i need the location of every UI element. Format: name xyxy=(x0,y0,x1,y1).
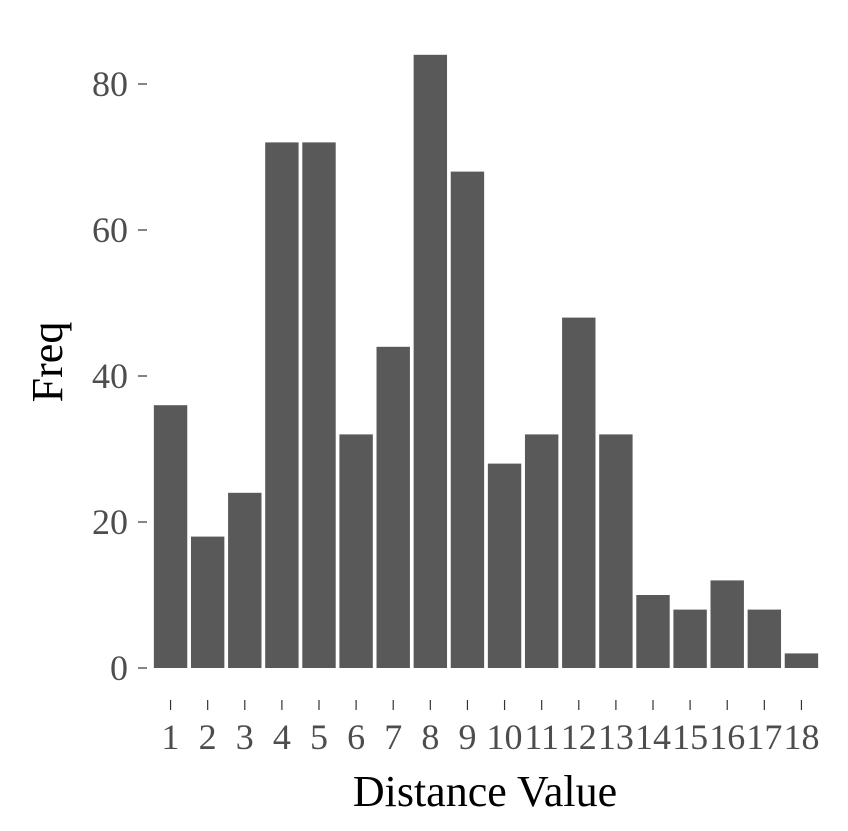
x-tick-label-14: 14 xyxy=(635,717,671,757)
x-tick-label-18: 18 xyxy=(783,717,819,757)
bar-1 xyxy=(153,405,188,668)
x-tick-label-6: 6 xyxy=(347,717,365,757)
bar-6 xyxy=(339,434,373,668)
bar-8 xyxy=(413,54,448,669)
y-tick-label-80: 80 xyxy=(92,64,128,104)
y-tick-label-20: 20 xyxy=(92,502,128,542)
bar-14 xyxy=(636,595,670,668)
bars-group xyxy=(153,54,819,669)
y-tick-label-40: 40 xyxy=(92,356,128,396)
bar-12 xyxy=(562,317,596,668)
bar-7 xyxy=(376,346,410,668)
x-tick-label-4: 4 xyxy=(273,717,291,757)
x-tick-label-13: 13 xyxy=(598,717,634,757)
bar-11 xyxy=(524,434,559,668)
x-tick-label-3: 3 xyxy=(236,717,254,757)
y-tick-label-0: 0 xyxy=(110,648,128,688)
x-tick-label-15: 15 xyxy=(672,717,708,757)
y-axis: 0 20 40 60 80 xyxy=(92,64,147,688)
bar-9 xyxy=(450,171,485,668)
bar-2 xyxy=(190,536,225,668)
x-tick-label-2: 2 xyxy=(199,717,217,757)
bar-15 xyxy=(673,609,707,668)
y-tick-label-60: 60 xyxy=(92,210,128,250)
x-tick-label-5: 5 xyxy=(310,717,328,757)
bar-4 xyxy=(265,142,299,668)
x-tick-label-8: 8 xyxy=(421,717,439,757)
x-tick-label-16: 16 xyxy=(709,717,745,757)
x-tick-label-9: 9 xyxy=(458,717,476,757)
x-axis-title: Distance Value xyxy=(353,767,617,816)
bar-17 xyxy=(747,609,782,668)
x-tick-label-7: 7 xyxy=(384,717,402,757)
y-axis-title: Freq xyxy=(23,322,72,403)
bar-3 xyxy=(228,492,262,668)
x-tick-label-10: 10 xyxy=(487,717,523,757)
bar-16 xyxy=(710,580,744,668)
bar-18 xyxy=(784,653,819,668)
x-tick-label-12: 12 xyxy=(561,717,597,757)
x-tick-label-11: 11 xyxy=(524,717,559,757)
bar-10 xyxy=(487,463,522,668)
bar-5 xyxy=(302,142,336,668)
x-tick-label-1: 1 xyxy=(162,717,180,757)
x-tick-label-17: 17 xyxy=(746,717,782,757)
x-axis: 1 2 3 4 5 6 7 8 9 10 11 12 13 14 15 16 17 18 xyxy=(162,700,819,757)
bar-13 xyxy=(599,434,633,668)
